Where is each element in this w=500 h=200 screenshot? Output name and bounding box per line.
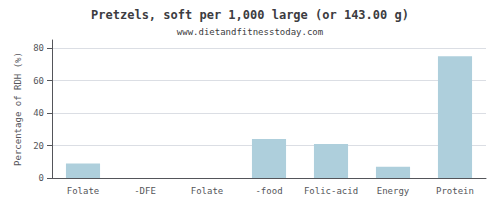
svg-text:80: 80 — [33, 43, 44, 53]
svg-text:40: 40 — [33, 108, 44, 118]
svg-text:Folic-acid: Folic-acid — [304, 186, 358, 196]
svg-text:Protein: Protein — [436, 186, 474, 196]
svg-text:-DFE: -DFE — [134, 186, 156, 196]
svg-text:0: 0 — [39, 173, 44, 183]
svg-text:-food: -food — [255, 186, 282, 196]
svg-text:Pretzels, soft per 1,000 large: Pretzels, soft per 1,000 large (or 143.0… — [91, 8, 409, 22]
svg-text:Energy: Energy — [377, 186, 410, 196]
svg-text:60: 60 — [33, 76, 44, 86]
svg-text:20: 20 — [33, 141, 44, 151]
svg-text:www.dietandfitnesstoday.com: www.dietandfitnesstoday.com — [177, 27, 323, 37]
svg-text:Percentage of RDH (%): Percentage of RDH (%) — [13, 52, 23, 166]
svg-text:Folate: Folate — [191, 186, 224, 196]
svg-text:Folate: Folate — [67, 186, 100, 196]
